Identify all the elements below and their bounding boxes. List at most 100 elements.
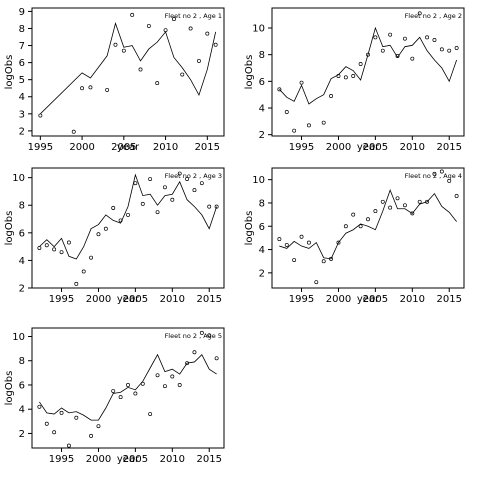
observation-point [185, 361, 190, 366]
x-tick-label: 2015 [437, 142, 462, 153]
y-tick-label: 2 [19, 126, 25, 137]
observation-point [126, 383, 130, 387]
observation-point [213, 42, 218, 47]
x-tick-label: 2005 [363, 294, 388, 305]
observation-point [388, 205, 393, 210]
x-tick-label: 2010 [400, 294, 425, 305]
y-tick-label: 8 [19, 24, 25, 35]
observation-point [140, 201, 145, 206]
observation-point [205, 31, 210, 36]
observation-point [402, 203, 407, 208]
x-tick-label: 2005 [123, 454, 148, 465]
observation-point [37, 246, 42, 250]
observation-point [199, 181, 204, 186]
observation-point [192, 188, 197, 193]
x-tick-label: 2005 [363, 142, 388, 153]
fitted-line [279, 188, 457, 260]
observation-point [118, 395, 123, 400]
observation-point [138, 67, 143, 72]
x-tick-label: 2015 [195, 142, 220, 153]
observation-point [373, 35, 378, 40]
x-tick-label: 2000 [86, 294, 111, 305]
x-tick-label: 1995 [49, 454, 74, 465]
observation-point [358, 62, 363, 66]
observation-point [52, 247, 57, 252]
observation-point [306, 123, 311, 128]
observation-point [336, 74, 341, 78]
x-tick-label: 2015 [437, 294, 462, 305]
y-tick-label: 4 [19, 92, 25, 103]
plot-frame [31, 167, 225, 289]
observation-point [177, 171, 182, 176]
observation-point [277, 87, 282, 92]
observation-point [388, 32, 393, 37]
y-tick-label: 10 [12, 332, 25, 343]
observation-point [373, 209, 378, 214]
x-axis-label: year [117, 454, 140, 465]
x-tick-label: 2010 [153, 142, 178, 153]
observation-point [299, 80, 304, 85]
x-tick-label: 2010 [160, 294, 185, 305]
x-tick-label: 1995 [289, 294, 314, 305]
observation-point [336, 240, 341, 245]
observation-point [199, 330, 204, 335]
y-tick-label: 9 [19, 7, 25, 18]
y-tick-label: 4 [259, 104, 265, 115]
observation-point [410, 211, 415, 216]
y-axis-label: logObs [4, 55, 15, 90]
x-tick-label: 2000 [69, 142, 94, 153]
observation-point [299, 234, 304, 239]
y-tick-label: 8 [19, 201, 25, 212]
panel-1: 1995 2000 2005 2010 2015 2 3 4 5 6 7 8 9 year logObs Fl… [4, 7, 225, 153]
observation-point [207, 204, 212, 209]
x-tick-label: 1995 [289, 142, 314, 153]
observation-point [321, 259, 326, 264]
y-tick-label: 5 [19, 75, 25, 86]
observation-point [425, 35, 430, 40]
observation-point [395, 196, 400, 201]
observation-point [66, 443, 71, 448]
observation-point [105, 87, 110, 92]
x-tick-label: 2000 [326, 142, 351, 153]
plot-frame [31, 327, 225, 449]
y-tick-label: 6 [259, 77, 265, 88]
observation-point [140, 381, 145, 386]
observation-point [96, 232, 101, 237]
observation-point [177, 383, 182, 387]
observation-point [447, 178, 452, 183]
observation-point [329, 256, 334, 261]
observation-point [155, 210, 160, 215]
observation-point [52, 430, 57, 435]
y-tick-label: 8 [259, 50, 265, 61]
y-tick-label: 6 [19, 380, 25, 391]
panel-title: Fleet no 2 , Age 2 [405, 12, 462, 20]
observation-point [351, 212, 356, 217]
x-axis-label: year [117, 294, 140, 305]
observation-point [192, 350, 197, 355]
y-tick-label: 6 [19, 228, 25, 239]
y-axis-label: logObs [4, 211, 15, 246]
x-axis-label: year [117, 142, 140, 153]
observation-point [59, 250, 64, 255]
observation-point [277, 237, 282, 242]
observation-point [113, 42, 118, 47]
panel-4: 1995 2000 2005 2010 2015 2 4 6 8 10 year logObs Flee… [244, 167, 465, 305]
observation-point [432, 171, 437, 176]
observation-point [410, 56, 415, 61]
observation-point [454, 46, 459, 50]
observation-point [180, 72, 185, 77]
y-tick-label: 6 [259, 222, 265, 233]
observation-point [321, 120, 326, 125]
observation-point [343, 75, 348, 80]
observation-point [292, 258, 297, 262]
observation-point [80, 86, 85, 91]
observation-point [44, 243, 49, 248]
observation-point [170, 374, 175, 379]
observation-point [38, 113, 43, 118]
y-tick-label: 2 [19, 429, 25, 440]
observation-point [439, 47, 444, 52]
observation-point [37, 404, 42, 409]
x-tick-label: 2010 [160, 454, 185, 465]
x-axis-label: year [357, 142, 380, 153]
y-tick-label: 4 [19, 405, 25, 416]
